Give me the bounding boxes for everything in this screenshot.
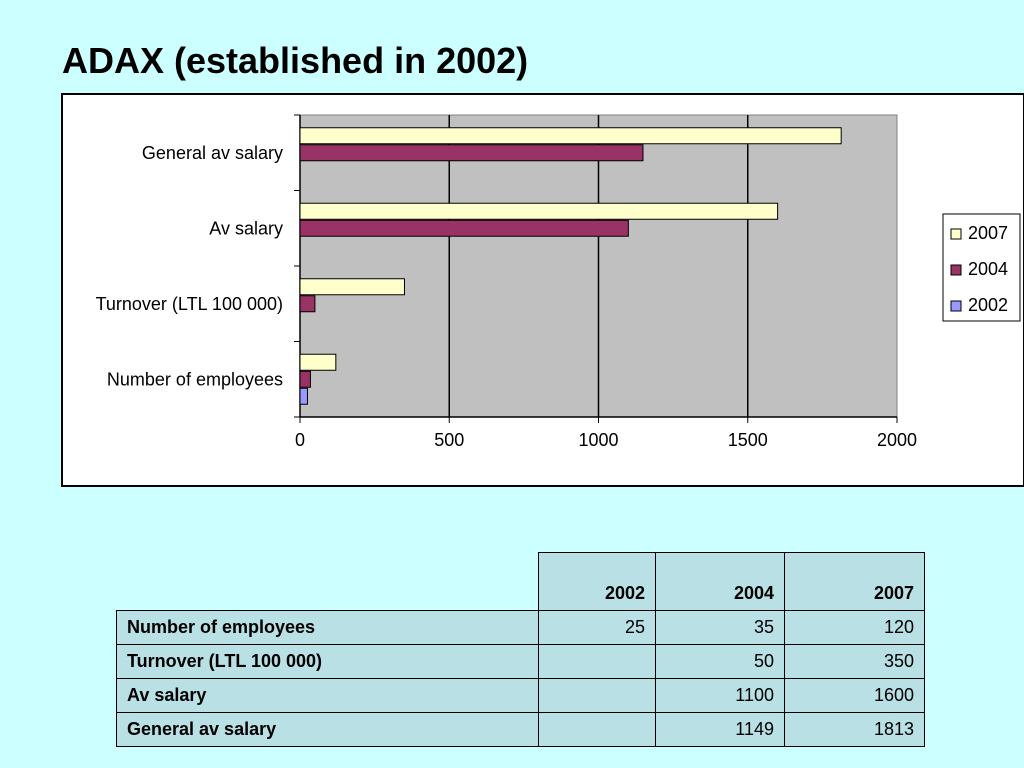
- bar-2007: [299, 127, 842, 145]
- bar-2007: [299, 353, 337, 371]
- table-row: Turnover (LTL 100 000) 50 350: [116, 644, 925, 679]
- bar-2004: [299, 144, 644, 162]
- table-cell: 1813: [784, 712, 925, 747]
- category-label: Number of employees: [107, 369, 283, 389]
- legend-swatch-2002: [950, 300, 962, 312]
- legend-swatch-2007: [950, 228, 962, 240]
- table-cell: 25: [538, 610, 656, 645]
- legend-label-2004: 2004: [968, 259, 1008, 279]
- slide-title: ADAX (established in 2002): [62, 40, 529, 81]
- table-row: Number of employees 25 35 120: [116, 610, 925, 645]
- bar-2004: [299, 370, 311, 388]
- table-cell: 120: [784, 610, 925, 645]
- x-tick-label: 2000: [877, 430, 917, 450]
- bar-2004: [299, 219, 629, 237]
- category-label: Av salary: [209, 218, 283, 238]
- table-cell: [538, 712, 656, 747]
- table-header-row: 2002 2004 2007: [116, 552, 925, 611]
- bar-2007: [299, 202, 779, 220]
- table-header-2002: 2002: [538, 552, 656, 611]
- bar-chart: 0 500 1000 1500 2000 Number of employees Turno…: [96, 114, 1021, 450]
- table-cell: [538, 678, 656, 713]
- table-row: Av salary 1100 1600: [116, 678, 925, 713]
- x-tick-label: 1000: [578, 430, 618, 450]
- table-header-2007: 2007: [784, 552, 925, 611]
- legend-label-2002: 2002: [968, 295, 1008, 315]
- table-cell: 1100: [655, 678, 785, 713]
- table-row: General av salary 1149 1813: [116, 712, 925, 747]
- row-label: Turnover (LTL 100 000): [116, 644, 539, 679]
- table-cell: 1600: [784, 678, 925, 713]
- table-header-corner: [116, 552, 539, 611]
- table-cell: 35: [655, 610, 785, 645]
- table-cell: 50: [655, 644, 785, 679]
- x-tick-label: 1500: [728, 430, 768, 450]
- category-label: General av salary: [142, 143, 283, 163]
- table-cell: [538, 644, 656, 679]
- table-cell: 1149: [655, 712, 785, 747]
- bar-2002: [299, 387, 308, 405]
- data-table: 2002 2004 2007 Number of employees 25 35…: [116, 552, 925, 747]
- table-header-2004: 2004: [655, 552, 785, 611]
- category-label: Turnover (LTL 100 000): [96, 294, 283, 314]
- row-label: Number of employees: [116, 610, 539, 645]
- row-label: General av salary: [116, 712, 539, 747]
- legend-label-2007: 2007: [968, 223, 1008, 243]
- x-tick-label: 0: [295, 430, 305, 450]
- table-cell: 350: [784, 644, 925, 679]
- row-label: Av salary: [116, 678, 539, 713]
- x-tick-label: 500: [434, 430, 464, 450]
- bar-2007: [299, 278, 405, 296]
- legend-swatch-2004: [950, 264, 962, 276]
- bar-2004: [299, 295, 316, 313]
- chart-frame: 0 500 1000 1500 2000 Number of employees Turno…: [61, 93, 1024, 487]
